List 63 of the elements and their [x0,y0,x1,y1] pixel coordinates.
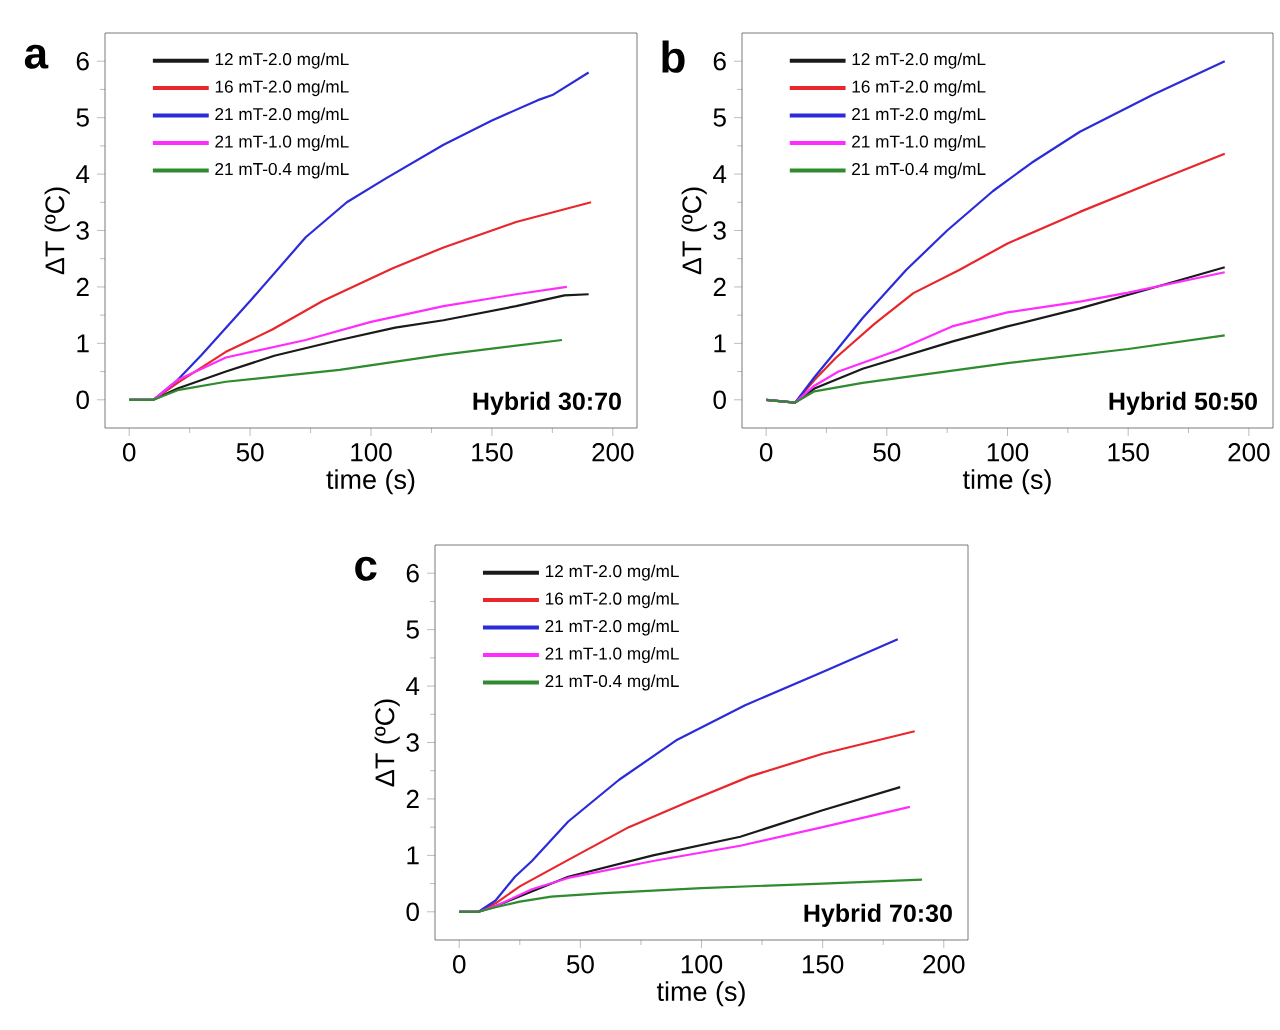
y-tick-label: 4 [76,165,90,184]
x-tick-label: 150 [802,955,844,974]
y-axis-title: ΔT (ºC) [374,699,400,787]
y-tick-label: 3 [76,221,89,240]
legend-label: 21 mT-1.0 mg/mL [215,135,349,152]
x-tick-label: 50 [873,443,901,462]
y-tick-label: 1 [714,334,726,353]
x-tick-label: 150 [472,443,513,462]
y-tick-label: 0 [406,902,419,921]
chart-title: c [355,556,377,581]
legend-label: 12 mT-2.0 mg/mL [852,52,986,69]
x-tick-label: 200 [592,443,634,462]
annotation: Hybrid 70:30 [804,903,952,927]
legend-label: 21 mT-1.0 mg/mL [852,135,986,152]
legend-label: 16 mT-2.0 mg/mL [545,592,679,609]
y-tick-label: 6 [406,564,419,583]
y-tick-label: 6 [76,52,89,71]
y-tick-label: 1 [77,334,89,353]
legend-label: 12 mT-2.0 mg/mL [545,564,679,581]
annotation: Hybrid 30:70 [473,391,621,415]
y-tick-label: 2 [713,277,726,297]
y-tick-label: 4 [406,677,420,696]
annotation: Hybrid 50:50 [1109,391,1257,415]
y-tick-label: 5 [713,108,726,127]
y-tick-label: 4 [713,165,727,184]
x-tick-label: 100 [351,443,392,462]
y-tick-label: 3 [406,733,419,752]
y-tick-label: 5 [76,108,89,127]
legend-label: 21 mT-0.4 mg/mL [215,162,349,179]
legend-label: 21 mT-2.0 mg/mL [215,107,349,124]
y-axis-title: ΔT (ºC) [44,187,70,275]
x-tick-label: 200 [923,955,965,974]
y-tick-label: 2 [406,789,419,809]
legend-label: 21 mT-0.4 mg/mL [852,162,986,179]
y-tick-label: 0 [76,390,89,409]
x-tick-label: 50 [566,955,594,974]
x-tick-label: 100 [987,443,1029,462]
y-tick-label: 5 [406,620,419,639]
y-tick-label: 2 [76,277,89,297]
y-tick-label: 1 [407,846,419,865]
x-tick-label: 200 [1228,443,1270,462]
chart-title: a [24,44,49,69]
x-tick-label: 0 [759,443,773,462]
y-axis-title: ΔT (ºC) [681,187,707,275]
x-tick-label: 100 [681,955,723,974]
legend-label: 21 mT-2.0 mg/mL [852,107,986,124]
legend-label: 16 mT-2.0 mg/mL [852,80,986,97]
chart-title: b [662,40,685,73]
legend-label: 21 mT-0.4 mg/mL [545,674,679,691]
x-axis-title: time (s) [656,981,745,1007]
x-tick-label: 0 [453,955,466,974]
x-axis-title: time (s) [962,469,1051,495]
x-tick-label: 150 [1108,443,1149,462]
y-tick-label: 3 [713,221,726,240]
y-tick-label: 0 [713,390,726,409]
legend-label: 21 mT-2.0 mg/mL [545,619,679,636]
legend-label: 16 mT-2.0 mg/mL [215,80,349,97]
legend-label: 12 mT-2.0 mg/mL [215,52,349,69]
x-tick-label: 50 [236,443,264,462]
legend-label: 21 mT-1.0 mg/mL [545,647,679,664]
x-axis-title: time (s) [326,469,415,495]
y-tick-label: 6 [713,52,726,71]
x-tick-label: 0 [122,443,136,462]
